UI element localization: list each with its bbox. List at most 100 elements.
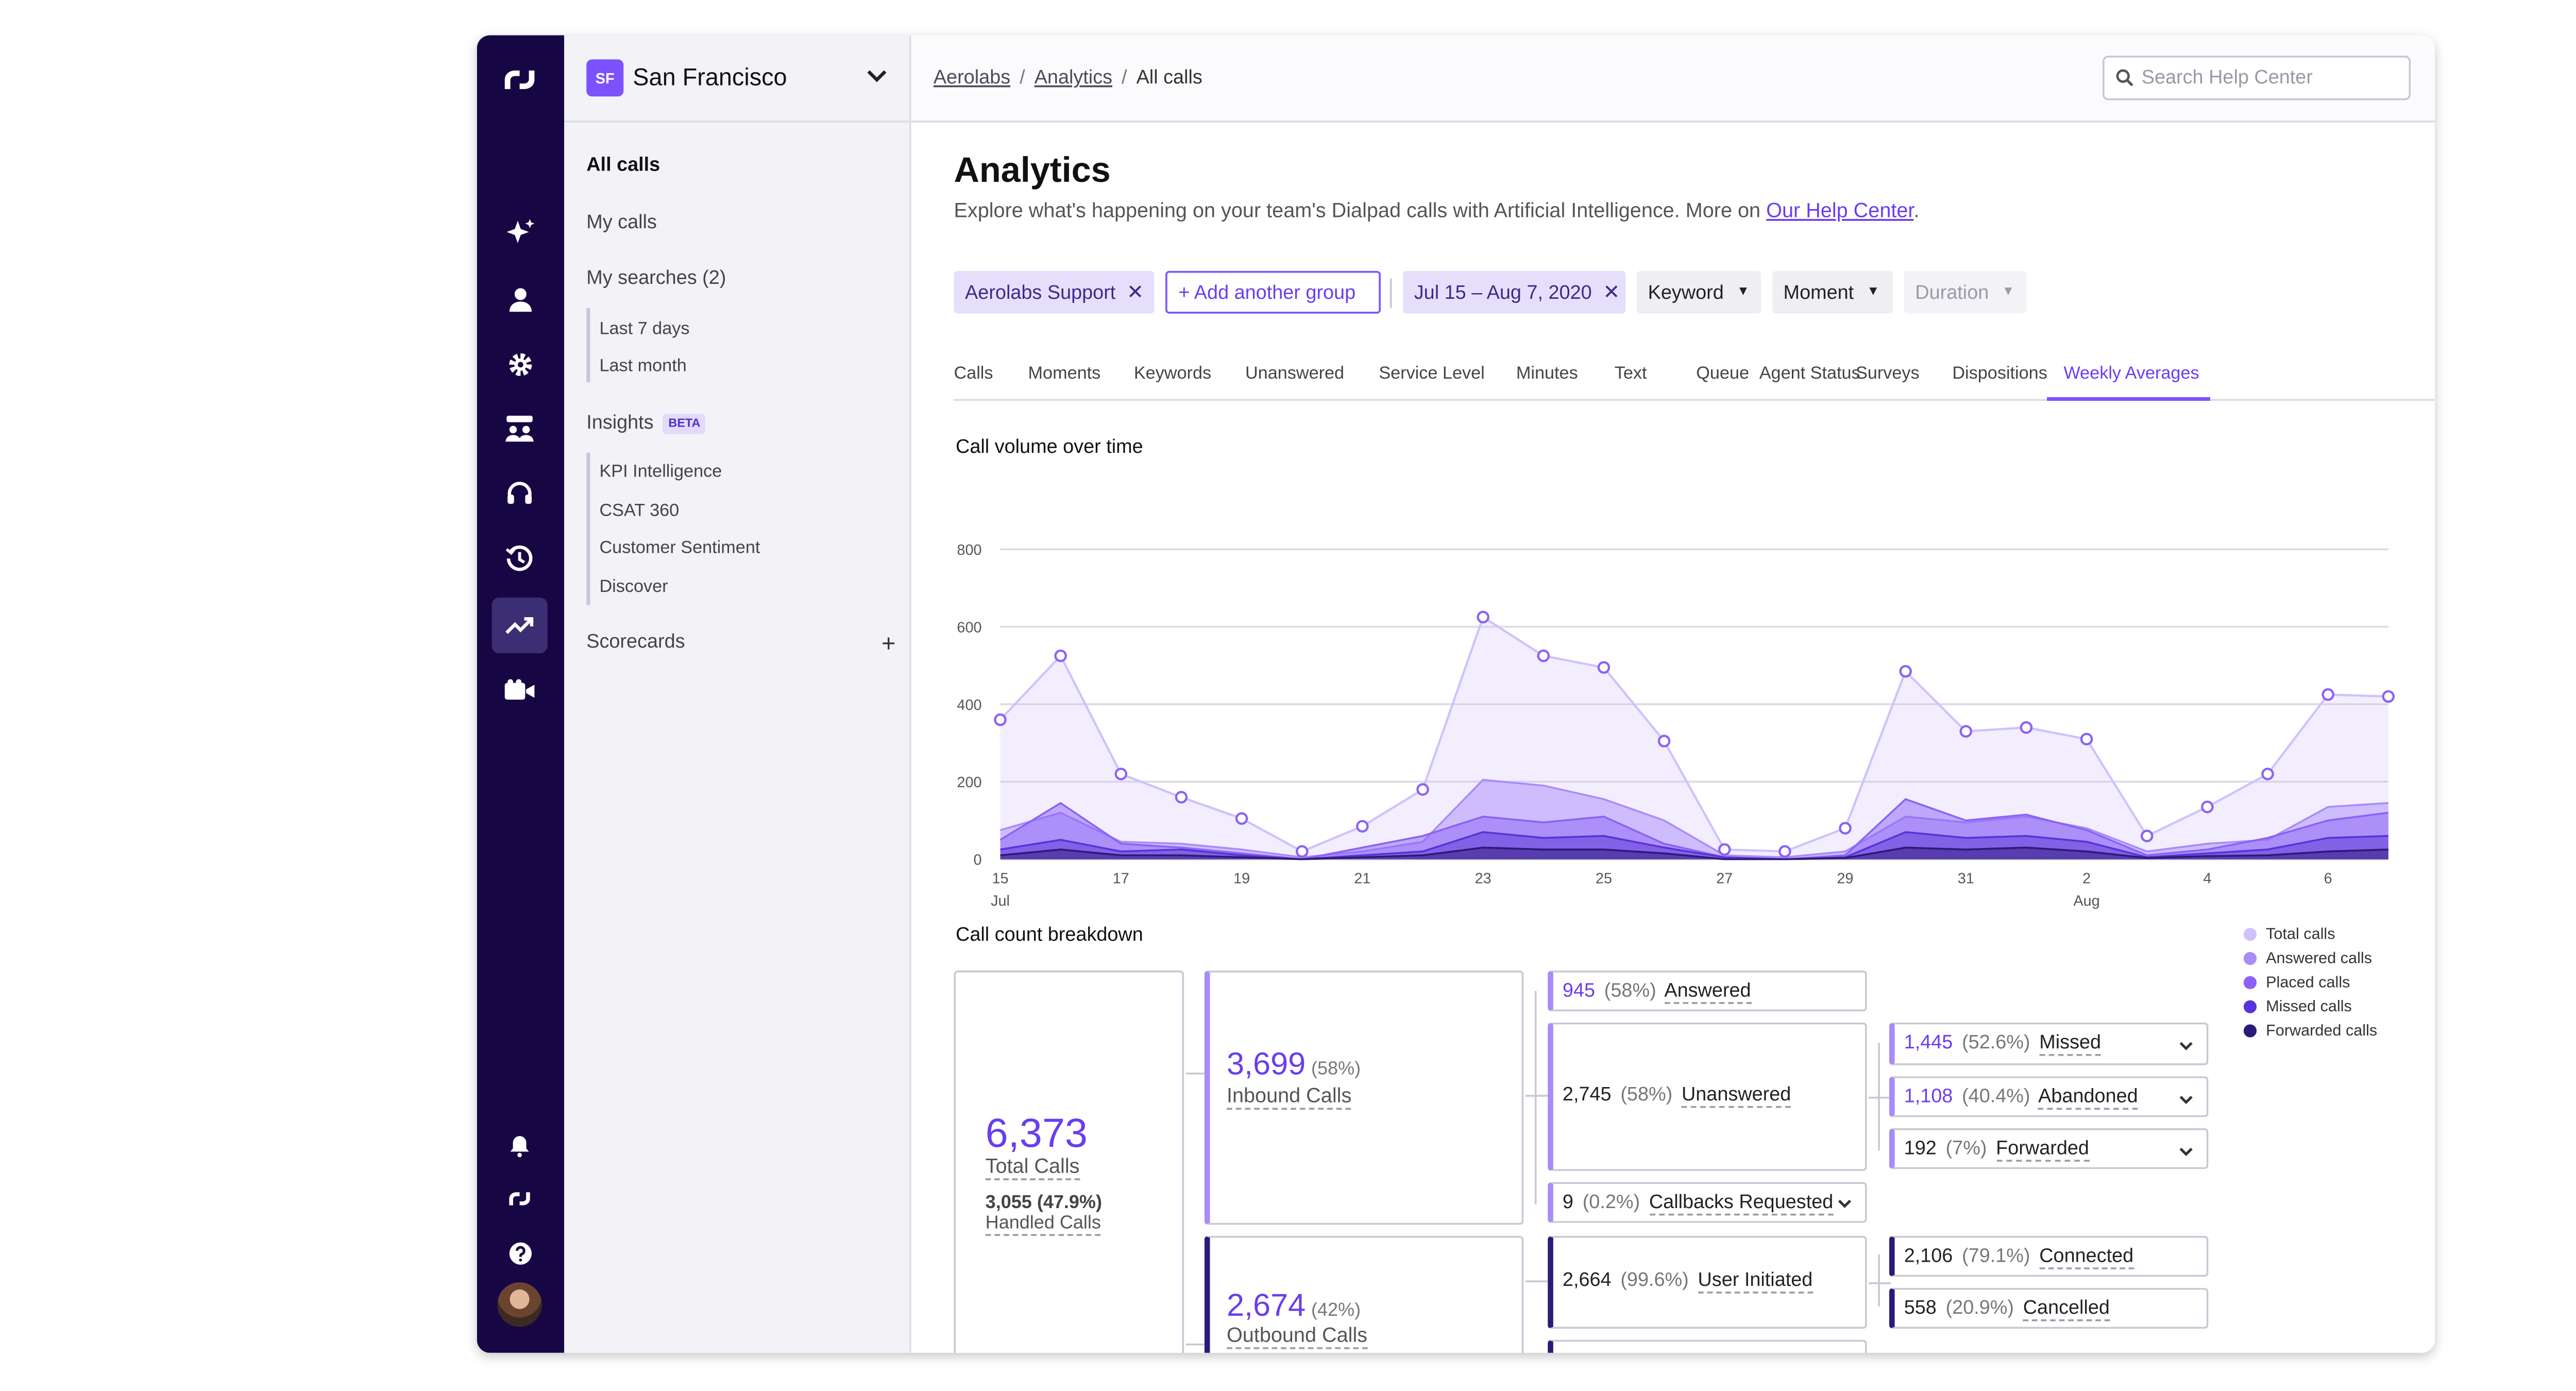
sidebar-item-all-calls[interactable]: All calls xyxy=(586,154,660,177)
search-input[interactable] xyxy=(2141,63,2402,93)
chip-label: Aerolabs Support xyxy=(965,281,1116,303)
keyword-filter[interactable]: Keyword ▼ xyxy=(1637,270,1761,314)
gear-icon[interactable] xyxy=(492,336,548,392)
tab-text[interactable]: Text xyxy=(1614,364,1647,384)
answered-text: 945 (58%) Answered xyxy=(1563,979,1751,1004)
total-calls-card[interactable]: 6,373 Total Calls 3,055 (47.9%) Handled … xyxy=(954,970,1184,1353)
sidebar-item-my-searches[interactable]: My searches (2) xyxy=(586,267,726,290)
series-area-total-calls xyxy=(1000,617,2388,859)
workspace-switcher[interactable]: SF San Francisco xyxy=(564,35,911,123)
x-tick-label: 23 xyxy=(1475,871,1492,887)
tab-moments[interactable]: Moments xyxy=(1028,364,1101,384)
team-icon[interactable] xyxy=(492,401,548,456)
tab-unanswered[interactable]: Unanswered xyxy=(1245,364,1345,384)
moment-filter[interactable]: Moment ▼ xyxy=(1772,270,1893,314)
sidebar-item-customer-sentiment[interactable]: Customer Sentiment xyxy=(599,538,760,559)
sidebar-item-csat-360[interactable]: CSAT 360 xyxy=(599,501,680,522)
add-group-button[interactable]: + Add another group xyxy=(1165,270,1381,314)
beta-badge: BETA xyxy=(663,414,706,434)
video-icon[interactable] xyxy=(492,663,548,718)
chevron-down-icon[interactable] xyxy=(2179,1095,2194,1106)
help-center-link[interactable]: Our Help Center xyxy=(1766,200,1914,223)
forwarded-pct: (7%) xyxy=(1945,1138,1987,1160)
forwarded-row[interactable]: 192 (7%) Forwarded xyxy=(1889,1128,2209,1169)
y-tick-label: 200 xyxy=(957,774,981,791)
tab-surveys[interactable]: Surveys xyxy=(1856,364,1920,384)
dialpad-small-icon[interactable] xyxy=(492,1171,548,1227)
duration-filter[interactable]: Duration ▼ xyxy=(1904,270,2027,314)
breadcrumb-analytics[interactable]: Analytics xyxy=(1034,66,1113,89)
legend-swatch xyxy=(2243,951,2257,964)
tab-queue[interactable]: Queue xyxy=(1696,364,1750,384)
abandoned-row[interactable]: 1,108 (40.4%) Abandoned xyxy=(1889,1076,2209,1117)
legend-item[interactable]: Placed calls xyxy=(2243,971,2350,993)
series-area-forwarded-calls xyxy=(1000,847,2388,859)
series-line-total-calls xyxy=(999,615,2388,853)
app-window: SF San Francisco All calls My calls My s… xyxy=(477,35,2435,1353)
cancelled-row[interactable]: 558 (20.9%) Cancelled xyxy=(1889,1287,2209,1329)
headset-icon[interactable] xyxy=(492,466,548,521)
add-scorecard-button[interactable]: + xyxy=(881,629,896,657)
date-range-chip[interactable]: Jul 15 – Aug 7, 2020 ✕ xyxy=(1403,270,1626,314)
data-point xyxy=(1657,735,1671,748)
unanswered-card[interactable]: 2,745 (58%) Unanswered xyxy=(1548,1022,1867,1171)
data-point xyxy=(2321,688,2334,701)
analytics-icon[interactable] xyxy=(492,597,548,653)
data-point xyxy=(1175,791,1188,804)
sidebar-item-insights[interactable]: Insights BETA xyxy=(586,412,706,434)
user-initiated-card[interactable]: 2,664 (99.6%) User Initiated xyxy=(1548,1235,1867,1329)
chevron-down-icon[interactable] xyxy=(1837,1199,1852,1210)
legend-item[interactable]: Answered calls xyxy=(2243,946,2372,969)
workspace-badge: SF xyxy=(586,59,624,97)
tab-dispositions[interactable]: Dispositions xyxy=(1952,364,2047,384)
legend-item[interactable]: Total calls xyxy=(2243,922,2335,944)
legend-label: Answered calls xyxy=(2266,948,2372,967)
breadcrumb-aerolabs[interactable]: Aerolabs xyxy=(933,66,1011,89)
legend-label: Placed calls xyxy=(2266,972,2350,991)
person-icon[interactable] xyxy=(492,271,548,327)
connected-row[interactable]: 2,106 (79.1%) Connected xyxy=(1889,1235,2209,1277)
x-month-label: Aug xyxy=(2073,893,2099,909)
tab-minutes[interactable]: Minutes xyxy=(1516,364,1578,384)
sparkles-icon[interactable] xyxy=(492,204,548,260)
chevron-down-icon[interactable] xyxy=(867,69,887,83)
x-tick-label: 19 xyxy=(1233,871,1250,887)
connector xyxy=(1869,1096,1891,1099)
chevron-down-icon[interactable] xyxy=(2179,1041,2194,1053)
outbound-value: 2,674 xyxy=(1226,1287,1306,1324)
help-icon[interactable] xyxy=(492,1225,548,1280)
close-icon[interactable]: ✕ xyxy=(1603,282,1620,304)
missed-row[interactable]: 1,445 (52.6%) Missed xyxy=(1889,1022,2209,1065)
cancelled-pct: (20.9%) xyxy=(1945,1297,2014,1320)
tab-keywords[interactable]: Keywords xyxy=(1133,364,1212,384)
history-icon[interactable] xyxy=(492,531,548,586)
bell-icon[interactable] xyxy=(492,1117,548,1173)
dialpad-logo-icon[interactable] xyxy=(492,52,548,108)
chevron-down-icon[interactable] xyxy=(2179,1147,2194,1158)
tab-service-level[interactable]: Service Level xyxy=(1379,364,1485,384)
avatar[interactable] xyxy=(497,1282,542,1327)
sidebar-item-scorecards[interactable]: Scorecards xyxy=(586,631,685,653)
sidebar-item-last-7-days[interactable]: Last 7 days xyxy=(599,319,690,340)
sidebar-item-discover[interactable]: Discover xyxy=(599,577,668,598)
legend-item[interactable]: Missed calls xyxy=(2243,995,2352,1017)
outbound-calls-card[interactable]: 2,674 (42%) Outbound Calls xyxy=(1204,1235,1524,1353)
sidebar-item-last-month[interactable]: Last month xyxy=(599,356,687,377)
answered-row[interactable]: 945 (58%) Answered xyxy=(1548,970,1867,1012)
help-search xyxy=(2103,56,2411,100)
callbacks-row[interactable]: 9 (0.2%) Callbacks Requested xyxy=(1548,1182,1867,1223)
legend-item[interactable]: Forwarded calls xyxy=(2243,1019,2377,1041)
x-tick-label: 4 xyxy=(2203,871,2211,887)
divider xyxy=(586,308,589,383)
sidebar-item-kpi-intelligence[interactable]: KPI Intelligence xyxy=(599,462,722,483)
tab-agent-status[interactable]: Agent Status xyxy=(1759,364,1860,384)
tab-weekly-averages[interactable]: Weekly Averages xyxy=(2063,364,2199,384)
sidebar-item-my-calls[interactable]: My calls xyxy=(586,211,657,234)
data-point xyxy=(1295,845,1309,858)
tab-calls[interactable]: Calls xyxy=(954,364,993,384)
close-icon[interactable]: ✕ xyxy=(1126,282,1144,304)
inbound-calls-card[interactable]: 3,699 (58%) Inbound Calls xyxy=(1204,970,1524,1225)
forwarded-text: 192 (7%) Forwarded xyxy=(1904,1138,2089,1162)
group-filter-chip[interactable]: Aerolabs Support ✕ xyxy=(954,270,1155,314)
abandoned-label: Abandoned xyxy=(2038,1085,2138,1110)
